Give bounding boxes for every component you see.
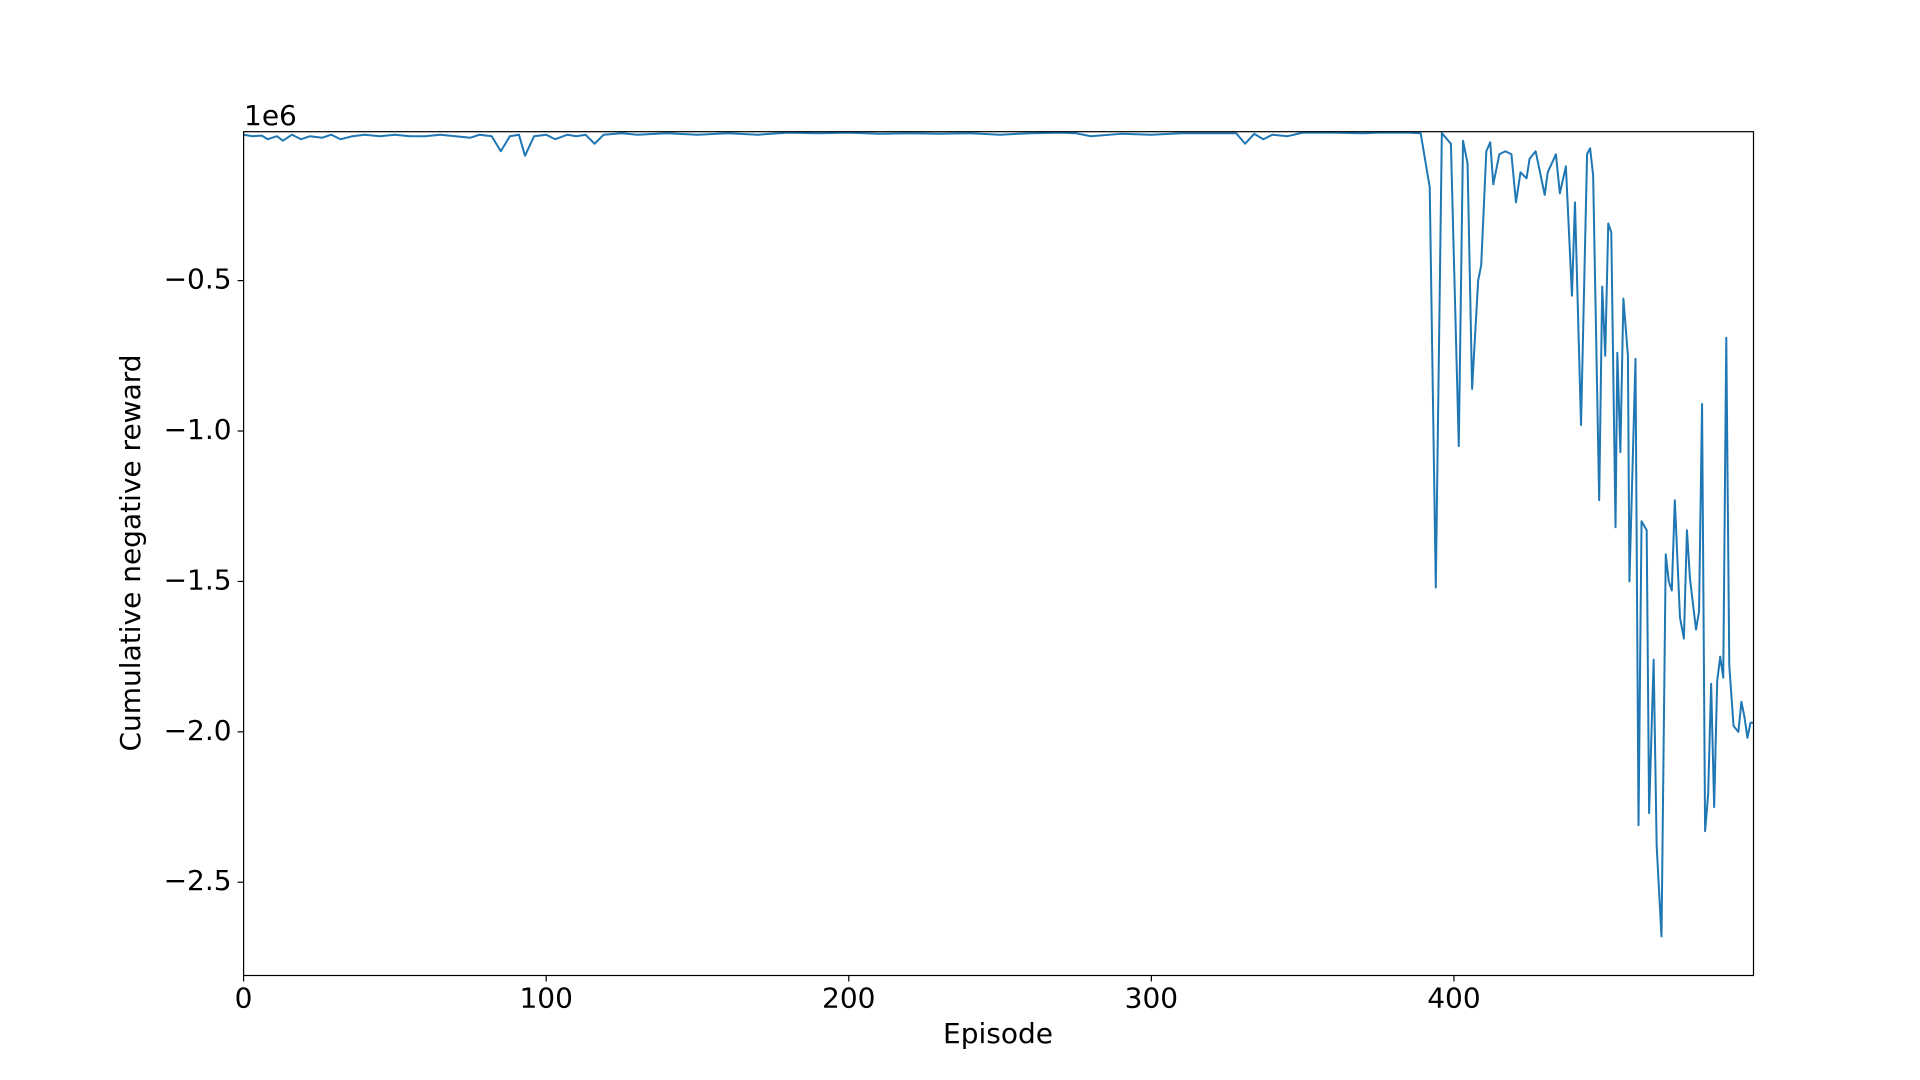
y-axis-label: Cumulative negative reward [114, 354, 147, 751]
x-axis-label: Episode [943, 1017, 1053, 1050]
x-tick-label: 100 [519, 982, 572, 1015]
y-tick-label: −1.5 [164, 563, 232, 596]
y-tick-label: −0.5 [164, 263, 232, 296]
data-line [243, 131, 1754, 938]
x-tick-label: 300 [1125, 982, 1178, 1015]
x-tick-label: 0 [235, 982, 253, 1015]
y-tick-label: −2.0 [164, 714, 232, 747]
x-tick-label: 400 [1427, 982, 1480, 1015]
y-offset-label: 1e6 [244, 99, 297, 132]
x-tick-label: 200 [822, 982, 875, 1015]
y-tick-label: −2.5 [164, 864, 232, 897]
plot-frame [243, 131, 1755, 977]
y-tick-label: −1.0 [164, 413, 232, 446]
